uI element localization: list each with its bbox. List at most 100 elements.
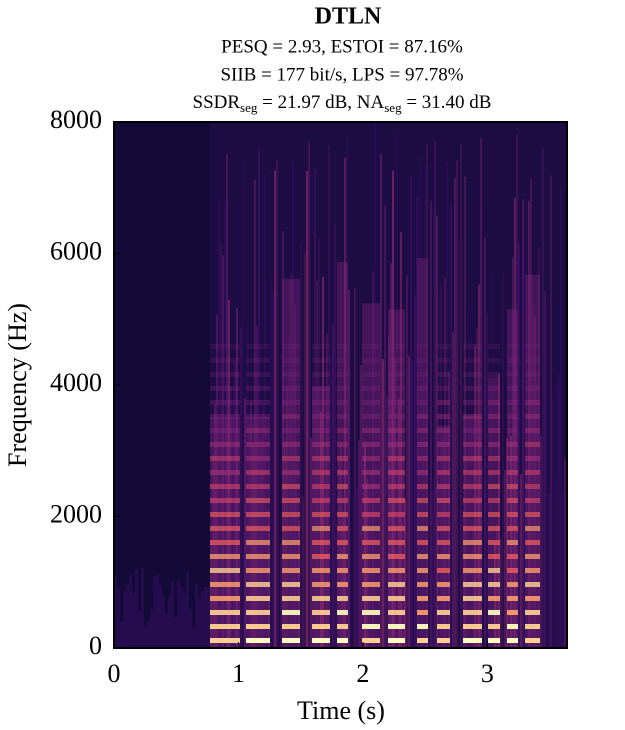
- texture: [507, 540, 518, 545]
- subtitle: SIIB = 177 bit/s, LPS = 97.78%: [220, 64, 463, 85]
- texture: [232, 402, 234, 648]
- texture: [417, 470, 428, 475]
- texture: [210, 372, 240, 377]
- texture: [336, 531, 338, 648]
- subtitle-part: = 21.97 dB, NA: [257, 92, 384, 113]
- texture: [282, 428, 300, 433]
- texture: [417, 372, 428, 377]
- texture: [388, 400, 405, 405]
- texture: [340, 443, 342, 648]
- texture: [484, 237, 486, 648]
- texture: [554, 477, 556, 648]
- texture: [564, 458, 566, 648]
- texture: [210, 414, 240, 419]
- texture: [488, 442, 500, 447]
- texture: [246, 596, 270, 601]
- texture: [437, 512, 450, 517]
- texture: [507, 372, 518, 377]
- texture: [332, 323, 334, 648]
- texture: [192, 626, 195, 648]
- texture: [388, 428, 405, 433]
- texture: [378, 368, 380, 648]
- texture: [250, 402, 252, 648]
- texture: [488, 414, 500, 419]
- texture: [488, 512, 500, 517]
- texture: [312, 540, 330, 545]
- texture: [548, 493, 550, 648]
- texture: [123, 590, 126, 648]
- texture: [220, 244, 222, 648]
- texture: [525, 274, 540, 648]
- texture: [246, 414, 270, 419]
- texture: [242, 160, 244, 648]
- texture: [437, 596, 450, 601]
- texture: [394, 358, 396, 648]
- texture: [337, 414, 348, 419]
- texture: [463, 638, 482, 643]
- texture: [282, 230, 284, 648]
- texture: [362, 344, 380, 349]
- texture: [147, 621, 150, 648]
- texture: [507, 498, 518, 503]
- texture: [417, 610, 428, 615]
- texture: [312, 568, 330, 573]
- texture: [266, 510, 268, 648]
- texture: [272, 293, 274, 648]
- texture: [498, 373, 500, 648]
- texture: [416, 196, 418, 648]
- texture: [246, 498, 270, 503]
- texture: [388, 334, 390, 648]
- texture: [312, 596, 330, 601]
- texture: [525, 498, 540, 503]
- texture: [437, 582, 450, 587]
- texture: [282, 540, 300, 545]
- texture: [337, 262, 348, 648]
- texture: [388, 568, 405, 573]
- texture: [246, 372, 270, 377]
- texture: [207, 587, 210, 648]
- texture: [404, 498, 406, 648]
- texture: [463, 498, 482, 503]
- texture: [282, 526, 300, 531]
- texture: [326, 333, 328, 648]
- texture: [463, 512, 482, 517]
- texture: [550, 174, 552, 648]
- texture: [337, 372, 348, 377]
- texture: [507, 582, 518, 587]
- texture: [337, 456, 348, 461]
- texture: [507, 358, 518, 363]
- texture: [268, 510, 270, 648]
- texture: [463, 526, 482, 531]
- texture: [525, 470, 540, 475]
- texture: [159, 584, 162, 648]
- texture: [432, 488, 434, 648]
- texture: [414, 294, 416, 648]
- texture: [358, 440, 360, 648]
- texture: [312, 375, 314, 648]
- texture: [488, 554, 500, 559]
- texture: [210, 554, 240, 559]
- texture: [312, 554, 330, 559]
- texture: [507, 568, 518, 573]
- texture: [282, 512, 300, 517]
- texture: [488, 596, 500, 601]
- texture: [312, 498, 330, 503]
- texture: [282, 372, 300, 377]
- texture: [556, 384, 558, 648]
- texture: [463, 610, 482, 615]
- texture: [388, 344, 405, 349]
- texture: [528, 201, 530, 648]
- texture: [362, 358, 380, 363]
- texture: [138, 610, 141, 648]
- texture: [316, 281, 318, 648]
- texture: [388, 372, 405, 377]
- texture: [463, 386, 482, 391]
- texture: [282, 456, 300, 461]
- texture: [417, 386, 428, 391]
- texture: [507, 512, 518, 517]
- texture: [180, 587, 183, 648]
- texture: [437, 456, 450, 461]
- texture: [362, 610, 380, 615]
- texture: [463, 442, 482, 447]
